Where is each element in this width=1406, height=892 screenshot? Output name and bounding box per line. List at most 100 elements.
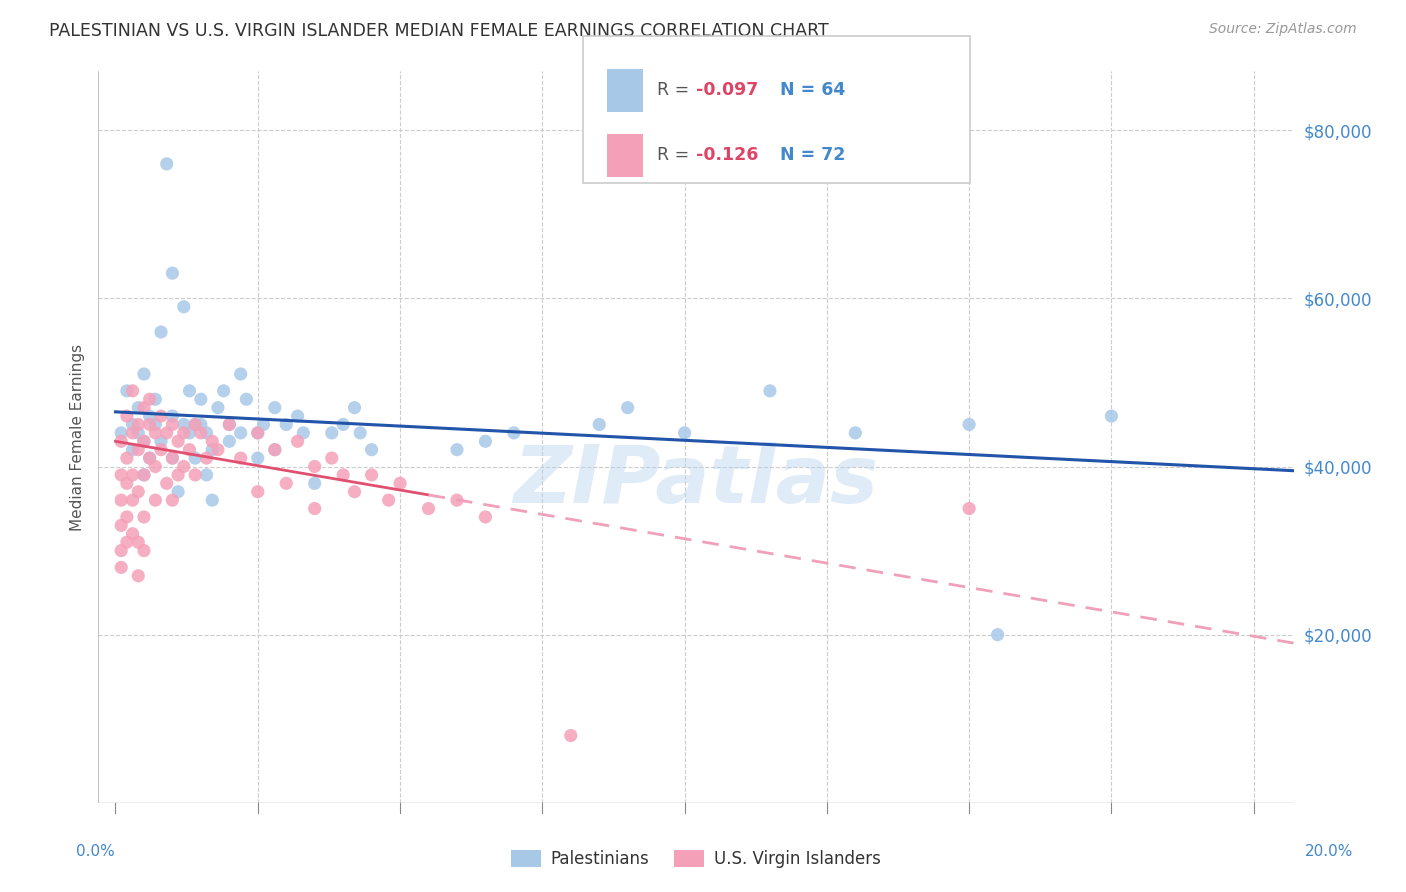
Point: [184, 417, 207, 432]
Point: [110, 467, 132, 482]
Point: [110, 434, 132, 449]
Point: [150, 325, 173, 339]
Point: [190, 392, 212, 407]
Point: [1099, 409, 1122, 423]
Point: [349, 425, 371, 440]
Text: Source: ZipAtlas.com: Source: ZipAtlas.com: [1209, 22, 1357, 37]
Point: [127, 425, 149, 440]
Point: [115, 451, 138, 466]
Point: [304, 459, 326, 474]
Point: [162, 409, 184, 423]
Point: [138, 409, 160, 423]
Text: N = 64: N = 64: [780, 81, 845, 99]
Point: [127, 401, 149, 415]
Point: [115, 409, 138, 423]
Point: [138, 451, 160, 466]
Point: [121, 425, 143, 440]
Point: [121, 526, 143, 541]
Point: [229, 367, 252, 381]
Point: [121, 384, 143, 398]
Point: [474, 434, 496, 449]
Point: [179, 384, 201, 398]
Point: [150, 409, 173, 423]
Point: [195, 451, 218, 466]
Point: [110, 560, 132, 574]
Point: [844, 425, 866, 440]
Point: [343, 484, 366, 499]
Legend: Palestinians, U.S. Virgin Islanders: Palestinians, U.S. Virgin Islanders: [503, 844, 889, 875]
Point: [218, 417, 240, 432]
Point: [276, 417, 298, 432]
Point: [115, 535, 138, 549]
Point: [138, 451, 160, 466]
Point: [127, 535, 149, 549]
Point: [110, 425, 132, 440]
Point: [132, 467, 155, 482]
Point: [150, 434, 173, 449]
Text: PALESTINIAN VS U.S. VIRGIN ISLANDER MEDIAN FEMALE EARNINGS CORRELATION CHART: PALESTINIAN VS U.S. VIRGIN ISLANDER MEDI…: [49, 22, 830, 40]
Point: [616, 401, 638, 415]
Point: [246, 425, 269, 440]
Point: [132, 434, 155, 449]
Point: [121, 493, 143, 508]
Point: [446, 493, 468, 508]
Point: [179, 442, 201, 457]
Point: [167, 484, 190, 499]
Point: [110, 493, 132, 508]
Point: [127, 442, 149, 457]
Point: [560, 729, 582, 743]
Point: [229, 451, 252, 466]
Text: -0.126: -0.126: [696, 146, 758, 164]
Point: [218, 417, 240, 432]
Point: [132, 510, 155, 524]
Y-axis label: Median Female Earnings: Median Female Earnings: [69, 343, 84, 531]
Point: [156, 476, 179, 491]
Point: [287, 409, 309, 423]
Point: [127, 417, 149, 432]
Point: [138, 417, 160, 432]
Point: [132, 434, 155, 449]
Point: [987, 627, 1010, 641]
Point: [173, 417, 195, 432]
Point: [207, 401, 229, 415]
Point: [332, 467, 354, 482]
Point: [343, 401, 366, 415]
Point: [321, 425, 343, 440]
Point: [235, 392, 257, 407]
Point: [115, 510, 138, 524]
Point: [759, 384, 782, 398]
Point: [184, 451, 207, 466]
Point: [121, 442, 143, 457]
Point: [156, 425, 179, 440]
Text: 0.0%: 0.0%: [76, 845, 115, 859]
Point: [218, 434, 240, 449]
Point: [195, 467, 218, 482]
Point: [110, 518, 132, 533]
Text: N = 72: N = 72: [780, 146, 845, 164]
Point: [246, 425, 269, 440]
Point: [229, 425, 252, 440]
Point: [304, 501, 326, 516]
Point: [360, 442, 382, 457]
Point: [201, 493, 224, 508]
Point: [162, 451, 184, 466]
Point: [173, 425, 195, 440]
Point: [184, 417, 207, 432]
Point: [110, 543, 132, 558]
Point: [115, 384, 138, 398]
Point: [201, 442, 224, 457]
Point: [184, 467, 207, 482]
Point: [263, 401, 285, 415]
Point: [332, 417, 354, 432]
Point: [190, 417, 212, 432]
Point: [132, 467, 155, 482]
Point: [121, 417, 143, 432]
Point: [252, 417, 274, 432]
Point: [212, 384, 235, 398]
Point: [246, 484, 269, 499]
Point: [167, 434, 190, 449]
Text: ZIPatlas: ZIPatlas: [513, 442, 879, 520]
Point: [474, 510, 496, 524]
Point: [143, 493, 166, 508]
Text: -0.097: -0.097: [696, 81, 758, 99]
